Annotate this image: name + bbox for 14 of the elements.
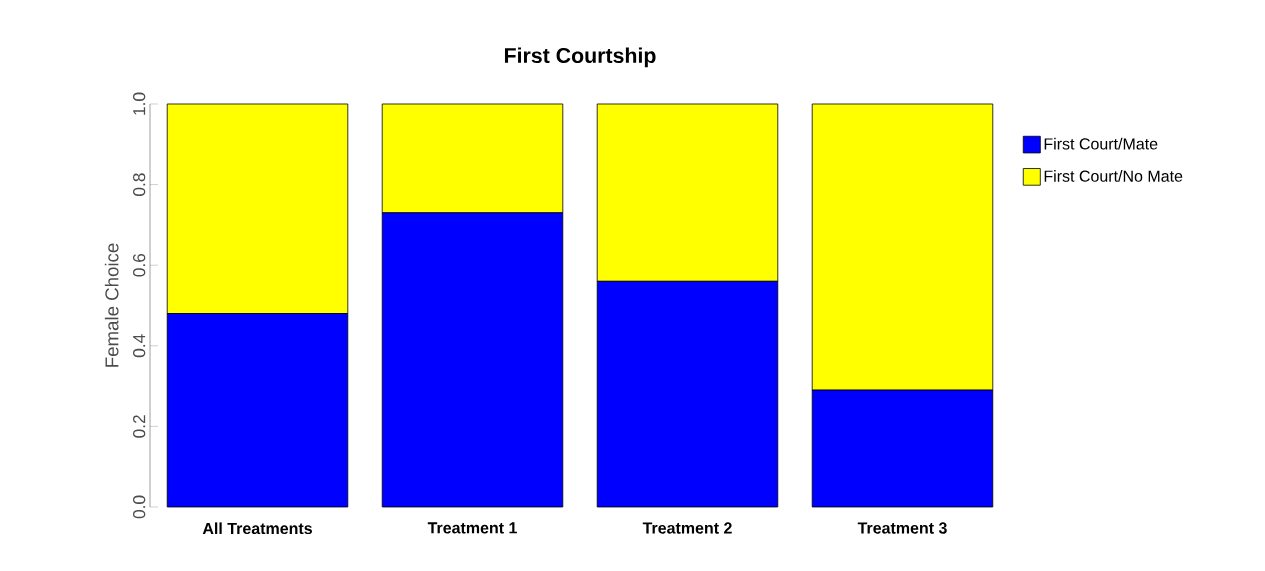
y-axis-title: Female Choice	[104, 243, 119, 367]
y-tick-label: 0.8	[133, 173, 146, 196]
y-tick-label: 0.2	[133, 415, 146, 438]
y-tick-label: 0.0	[133, 495, 146, 519]
x-tick-label: Treatment 1	[427, 522, 517, 534]
x-tick-label: Treatment 2	[642, 522, 732, 534]
y-tick-label: 0.6	[133, 253, 146, 277]
y-tick-label: 0.4	[133, 334, 146, 358]
legend-label: First Court/Mate	[1044, 137, 1158, 150]
x-tick-label: All Treatments	[202, 522, 312, 535]
legend-label: First Court/No Mate	[1044, 170, 1183, 182]
y-tick-label: 1.0	[133, 92, 146, 115]
chart-title: First Courtship	[504, 47, 656, 68]
x-tick-label: Treatment 3	[857, 522, 947, 534]
